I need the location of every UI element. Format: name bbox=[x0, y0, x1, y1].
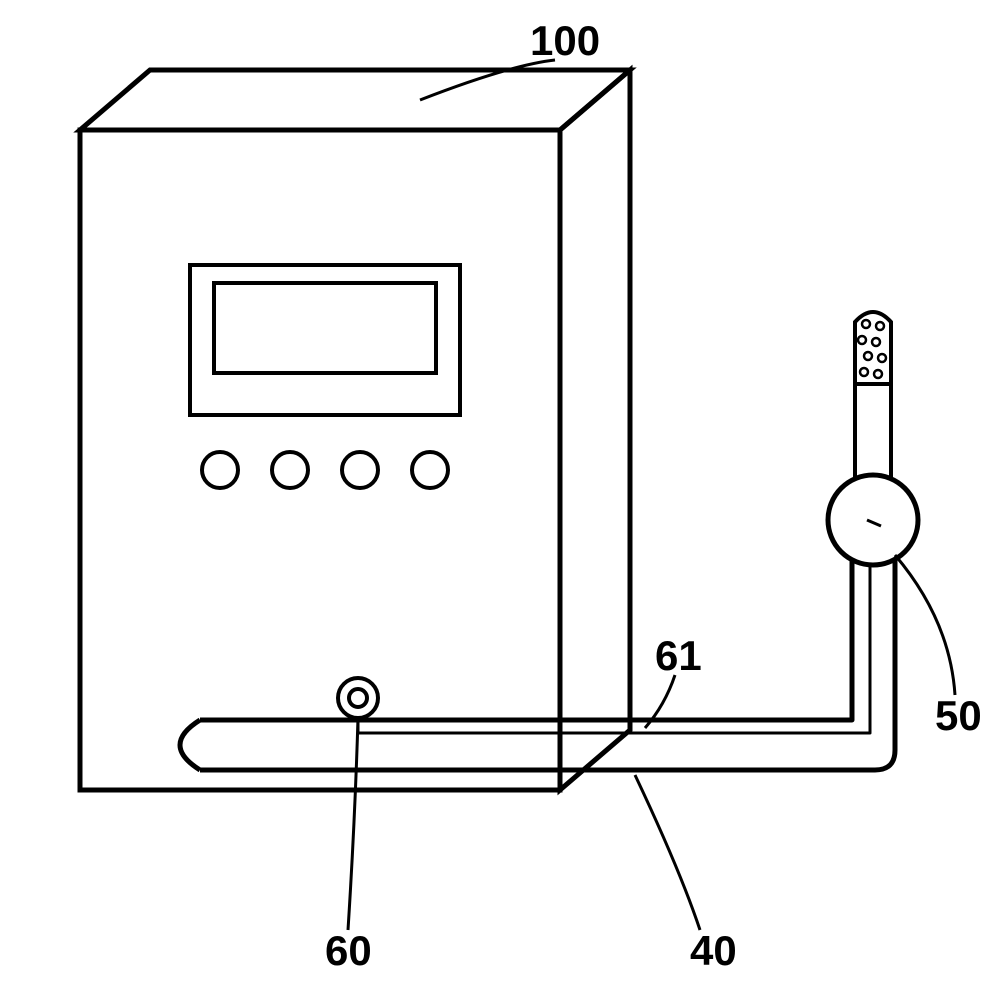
inner-tube bbox=[358, 560, 870, 733]
label-device: 100 bbox=[530, 17, 600, 64]
leader-device bbox=[420, 60, 555, 100]
technical-figure: 100 40 50 60 61 bbox=[0, 0, 1000, 985]
label-port: 60 bbox=[325, 927, 372, 974]
display-inner bbox=[214, 283, 436, 373]
cigarette-filter-dot-7 bbox=[874, 370, 882, 378]
cigarette-filter-dot-5 bbox=[878, 354, 886, 362]
label-inner: 61 bbox=[655, 632, 702, 679]
cigarette-filter-dot-1 bbox=[876, 322, 884, 330]
control-button-1 bbox=[202, 452, 238, 488]
control-button-2 bbox=[272, 452, 308, 488]
cigarette-filter-dot-0 bbox=[862, 320, 870, 328]
leader-holder bbox=[895, 555, 955, 695]
device-top-face bbox=[80, 70, 630, 130]
holder-circle bbox=[828, 475, 918, 565]
device-front-face bbox=[80, 130, 560, 790]
control-button-4 bbox=[412, 452, 448, 488]
tube-outer-inner-edge bbox=[200, 560, 852, 720]
label-tube: 40 bbox=[690, 927, 737, 974]
leader-tube bbox=[635, 775, 700, 930]
display-outer bbox=[190, 265, 460, 415]
device-side-face bbox=[560, 70, 630, 790]
control-button-3 bbox=[342, 452, 378, 488]
cigarette-filter-dot-4 bbox=[864, 352, 872, 360]
cigarette-filter-dot-6 bbox=[860, 368, 868, 376]
cigarette-filter-dot-2 bbox=[858, 336, 866, 344]
tube-left-cap bbox=[180, 720, 200, 770]
label-holder: 50 bbox=[935, 692, 982, 739]
leader-port bbox=[348, 718, 358, 930]
cigarette-filter-dot-3 bbox=[872, 338, 880, 346]
tube-outer-outer-edge bbox=[200, 560, 895, 770]
port-outer bbox=[338, 678, 378, 718]
